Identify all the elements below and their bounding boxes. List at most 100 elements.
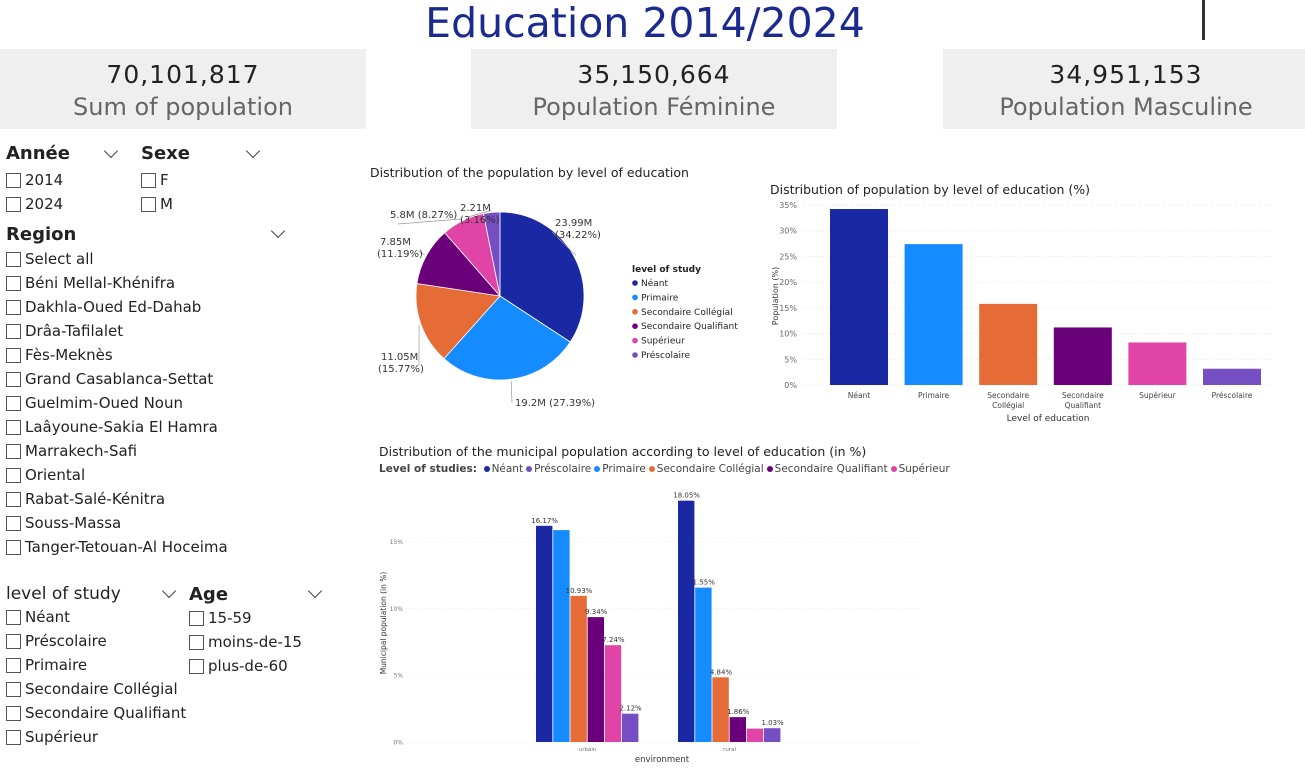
x-tick-label: Préscolaire (1212, 391, 1253, 400)
legend-item[interactable]: Secondaire Collégial (648, 463, 764, 475)
checkbox[interactable] (6, 371, 21, 387)
checkbox[interactable] (6, 705, 21, 721)
slicer-option[interactable]: Secondaire Collégial (6, 677, 178, 701)
slicer-option[interactable]: Select all (6, 247, 286, 271)
checkbox[interactable] (189, 658, 204, 674)
slicer-option[interactable]: Grand Casablanca-Settat (6, 367, 286, 391)
slicer-level: level of study Néant Préscolaire Primaire S… (6, 583, 186, 749)
slicer-option[interactable]: Fès-Meknès (6, 343, 286, 367)
data-label: 2.12% (619, 705, 642, 713)
slicer-option[interactable]: Oriental (6, 463, 286, 487)
data-label: 10.93% (566, 587, 593, 595)
y-tick-label: 0% (393, 740, 403, 747)
slicer-option[interactable]: M (141, 192, 266, 216)
slicer-option[interactable]: Laâyoune-Sakia El Hamra (6, 415, 286, 439)
slicer-age: Age 15-59 moins-de-15 plus-de-60 (189, 583, 324, 678)
bar (622, 713, 639, 742)
slicer-option[interactable]: moins-de-15 (189, 630, 324, 654)
pie-leader-line (551, 231, 576, 256)
x-axis-title: Level of education (1007, 414, 1090, 424)
option-label: Tanger-Tetouan-Al Hoceima (25, 538, 228, 556)
slicer-option[interactable]: Guelmim-Oued Noun (6, 391, 286, 415)
y-tick-label: 10% (390, 606, 404, 613)
pie-slice (415, 283, 501, 360)
checkbox[interactable] (6, 395, 21, 411)
checkbox[interactable] (6, 515, 21, 531)
checkbox[interactable] (6, 419, 21, 435)
slicer-option[interactable]: Dakhla-Oued Ed-Dahab (6, 295, 286, 319)
y-tick-label: 30% (779, 227, 797, 236)
bar (1053, 327, 1112, 385)
checkbox[interactable] (6, 729, 21, 745)
slicer-option[interactable]: F (141, 168, 266, 192)
pie-leader-line (467, 210, 492, 218)
slicer-option[interactable]: 15-59 (189, 606, 324, 630)
slicer-option[interactable]: Rabat-Salé-Kénitra (6, 487, 286, 511)
option-label: 2014 (25, 171, 64, 189)
x-tick-label: Qualifiant (1065, 401, 1101, 410)
checkbox[interactable] (141, 172, 156, 188)
y-tick-label: 35% (779, 201, 797, 210)
slicer-option[interactable]: Préscolaire (6, 629, 176, 653)
data-label: 1.03% (761, 719, 784, 727)
slicer-option[interactable]: plus-de-60 (189, 654, 324, 678)
checkbox[interactable] (6, 443, 21, 459)
legend-item[interactable]: Primaire (594, 463, 646, 475)
slicer-option[interactable]: Néant (6, 605, 176, 629)
checkbox[interactable] (6, 657, 21, 673)
slicer-option[interactable]: 2024 (6, 192, 126, 216)
slicer-option[interactable]: Drâa-Tafilalet (6, 319, 286, 343)
pie-data-label: 11.05M (381, 352, 418, 363)
option-label: M (160, 195, 173, 213)
option-label: 15-59 (208, 609, 252, 627)
checkbox[interactable] (6, 323, 21, 339)
slicer-option[interactable]: Marrakech-Safi (6, 439, 286, 463)
option-label: Grand Casablanca-Settat (25, 370, 214, 388)
bar (1203, 368, 1261, 385)
checkbox[interactable] (6, 681, 21, 697)
checkbox[interactable] (6, 196, 21, 212)
y-tick-label: 0% (784, 381, 797, 390)
checkbox[interactable] (6, 609, 21, 625)
slicer-option[interactable]: Supérieur (6, 725, 176, 749)
bar (904, 244, 963, 385)
slicer-option[interactable]: Primaire (6, 653, 176, 677)
checkbox[interactable] (6, 539, 21, 555)
legend-label: Supérieur (898, 463, 950, 475)
checkbox[interactable] (6, 275, 21, 291)
checkbox[interactable] (6, 299, 21, 315)
slicer-option[interactable]: Béni Mellal-Khénifra (6, 271, 286, 295)
legend-item[interactable]: Supérieur (890, 463, 950, 475)
checkbox[interactable] (6, 172, 21, 188)
checkbox[interactable] (6, 251, 21, 267)
x-tick-label: Primaire (918, 391, 949, 400)
kpi-value: 70,101,817 (106, 60, 260, 89)
checkbox[interactable] (189, 634, 204, 650)
legend-title: Level of studies: (379, 463, 481, 475)
x-tick-label: urbain (579, 747, 597, 753)
kpi-label: Population Féminine (532, 93, 776, 121)
option-label: Dakhla-Oued Ed-Dahab (25, 298, 202, 316)
pie-data-label: 2.21M (460, 203, 491, 214)
slicer-option[interactable]: Tanger-Tetouan-Al Hoceima (6, 535, 286, 559)
option-label: Drâa-Tafilalet (25, 322, 124, 340)
legend-marker (766, 466, 773, 472)
legend-marker (483, 466, 490, 472)
pie-legend-item: Préscolaire (641, 350, 690, 361)
slicer-option[interactable]: Souss-Massa (6, 511, 286, 535)
legend-item[interactable]: Néant (483, 463, 523, 475)
legend-item[interactable]: Préscolaire (526, 463, 591, 475)
checkbox[interactable] (6, 633, 21, 649)
bar-chart: 0% 5% 10% 15% 20% 25% 30% 35% Néant Primaire Secon… (771, 201, 1272, 424)
slicer-option[interactable]: Secondaire Qualifiant (6, 701, 186, 725)
bar (553, 530, 570, 742)
checkbox[interactable] (6, 467, 21, 483)
legend-item[interactable]: Secondaire Qualifiant (766, 463, 888, 475)
checkbox[interactable] (6, 347, 21, 363)
y-axis-title: Municipal population (in %) (379, 572, 388, 675)
checkbox[interactable] (6, 491, 21, 507)
y-tick-label: 20% (779, 278, 797, 287)
slicer-option[interactable]: 2014 (6, 168, 126, 192)
checkbox[interactable] (141, 196, 156, 212)
checkbox[interactable] (189, 610, 204, 626)
